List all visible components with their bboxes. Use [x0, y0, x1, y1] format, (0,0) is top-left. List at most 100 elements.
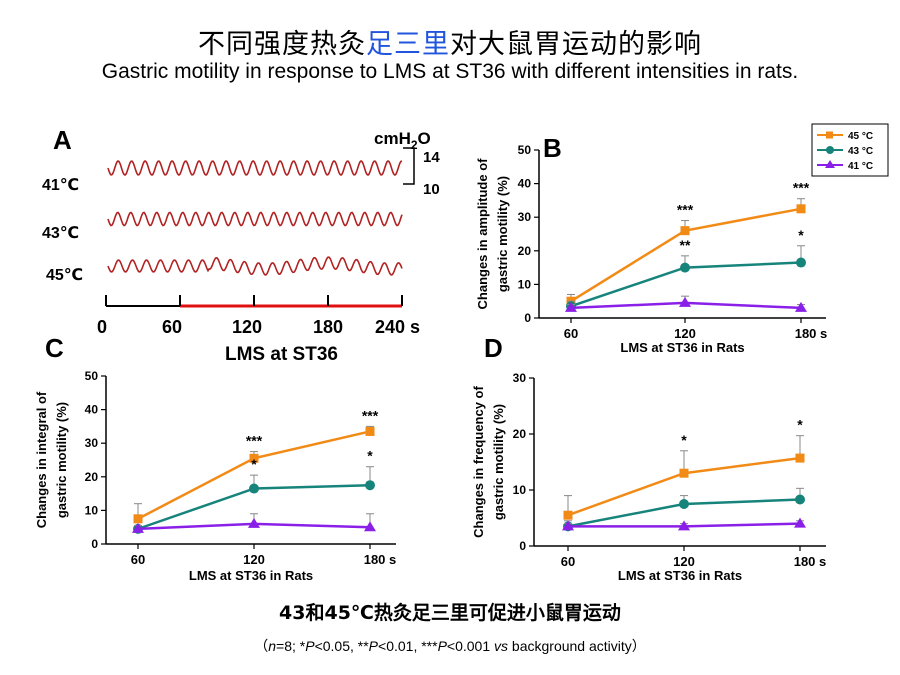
data-point — [795, 453, 805, 463]
data-point — [795, 301, 807, 312]
trace-label-43: 43℃ — [42, 225, 79, 242]
x-tick-label: 120 — [674, 326, 696, 341]
chart-title-chinese: 不同强度热灸足三里对大鼠胃运动的影响 — [0, 22, 900, 61]
data-point — [680, 262, 690, 273]
x-axis-label: LMS at ST36 in Rats — [189, 568, 313, 583]
y-tick-label: 50 — [85, 369, 99, 383]
time-tick-label: 240 s — [375, 317, 420, 337]
x-tick-label: 180 s — [794, 554, 827, 569]
significance-label: *** — [362, 407, 379, 423]
data-point — [680, 226, 690, 236]
panel-letter: D — [484, 333, 503, 363]
title-highlight: 足三里 — [366, 29, 450, 60]
y-tick-label: 0 — [524, 311, 531, 325]
data-point — [132, 522, 144, 533]
data-point — [562, 520, 574, 531]
data-point — [796, 204, 806, 214]
statistics-note: （n=8; *P<0.05, **P<0.01, ***P<0.001 vs b… — [254, 638, 646, 654]
y-axis-label: gastric motility (%) — [54, 402, 69, 518]
y-tick-label: 40 — [518, 177, 532, 191]
legend-label: 43 °C — [848, 146, 873, 157]
y-tick-label: 20 — [518, 244, 532, 258]
data-point — [365, 480, 375, 491]
data-point — [563, 510, 573, 520]
legend-label: 41 °C — [848, 161, 873, 172]
y-axis-label: Changes in amplitude of — [475, 158, 490, 310]
trace-label-45: 45℃ — [46, 267, 83, 284]
scale-top-label: 14 — [423, 149, 440, 166]
y-tick-label: 10 — [85, 503, 99, 517]
significance-label: * — [797, 417, 803, 433]
data-point — [678, 520, 690, 531]
y-tick-label: 30 — [518, 210, 532, 224]
y-tick-label: 20 — [85, 470, 99, 484]
significance-label: * — [798, 227, 804, 243]
y-tick-label: 20 — [513, 427, 527, 441]
trace-label-41: 41℃ — [42, 177, 79, 194]
x-tick-label: 180 s — [795, 326, 828, 341]
data-point — [133, 514, 143, 524]
x-tick-label: 120 — [243, 552, 265, 567]
scale-bar — [403, 147, 415, 185]
x-tick-label: 60 — [131, 552, 145, 567]
data-point — [249, 483, 259, 494]
chart-title-english: Gastric motility in response to LMS at S… — [101, 60, 799, 83]
legend-marker — [825, 160, 835, 168]
y-axis-label: gastric motility (%) — [495, 176, 510, 292]
y-axis-label: Changes in frequency of — [471, 385, 486, 537]
legend-marker — [826, 131, 833, 139]
y-axis-label: Changes in integral of — [34, 391, 49, 528]
y-tick-label: 30 — [513, 371, 527, 385]
significance-label: *** — [246, 433, 263, 449]
y-tick-label: 40 — [85, 403, 99, 417]
time-tick-label: 180 — [313, 317, 343, 337]
y-axis-label: gastric motility (%) — [491, 404, 506, 520]
panel-a-letter: A — [53, 125, 72, 155]
data-point — [679, 296, 691, 307]
y-tick-label: 30 — [85, 436, 99, 450]
x-tick-label: 60 — [564, 326, 578, 341]
y-tick-label: 0 — [91, 537, 98, 551]
data-point — [249, 453, 259, 463]
panel-a-xlabel: LMS at ST36 — [225, 344, 338, 365]
legend-marker — [826, 146, 834, 154]
y-tick-label: 10 — [518, 277, 532, 291]
time-tick-label: 60 — [162, 317, 182, 337]
trace-43 — [107, 211, 403, 227]
scale-bottom-label: 10 — [423, 181, 440, 198]
legend-label: 45 °C — [848, 131, 873, 142]
title-part-2: 对大鼠胃运动的影响 — [450, 29, 702, 60]
time-tick-label: 0 — [97, 317, 107, 337]
y-tick-label: 0 — [519, 539, 526, 553]
significance-label: * — [251, 456, 257, 472]
data-point — [794, 517, 806, 528]
y-tick-label: 50 — [518, 143, 532, 157]
x-tick-label: 60 — [561, 554, 575, 569]
panel-letter: C — [45, 333, 64, 363]
panel-letter: B — [543, 133, 562, 163]
conclusion-text: 43和45℃热灸足三里可促进小鼠胃运动 — [279, 602, 621, 624]
significance-label: * — [681, 432, 687, 448]
significance-label: ** — [680, 237, 691, 253]
data-point — [795, 494, 805, 505]
title-part-1: 不同强度热灸 — [198, 29, 366, 60]
data-point — [679, 499, 689, 509]
y-tick-label: 10 — [513, 483, 527, 497]
significance-label: *** — [793, 180, 810, 196]
data-point — [365, 426, 375, 436]
x-axis-label: LMS at ST36 in Rats — [620, 340, 744, 355]
x-tick-label: 120 — [673, 554, 695, 569]
data-point — [248, 517, 260, 528]
x-axis-label: LMS at ST36 in Rats — [618, 568, 742, 583]
time-tick-label: 120 — [232, 317, 262, 337]
significance-label: *** — [677, 202, 694, 218]
trace-41 — [107, 160, 403, 176]
x-tick-label: 180 s — [364, 552, 397, 567]
trace-45 — [107, 256, 403, 276]
data-point — [796, 257, 806, 268]
legend: 45 °C 43 °C 41 °C — [811, 123, 889, 177]
